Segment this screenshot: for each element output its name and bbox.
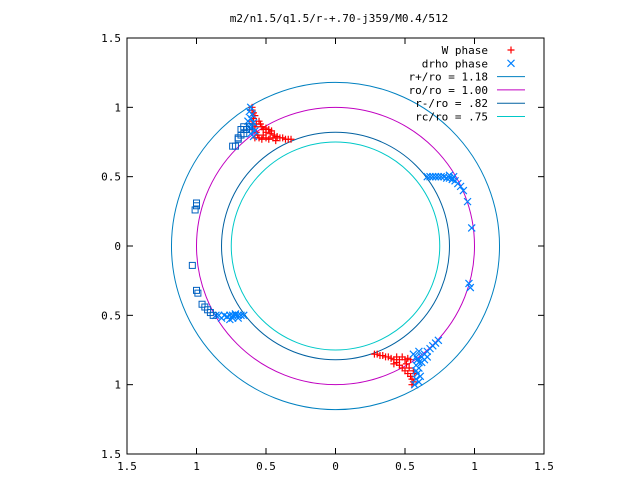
circle-0: [170, 81, 501, 411]
data-point: [410, 380, 419, 389]
data-point: [465, 279, 473, 288]
data-point: [466, 283, 475, 292]
circle-1: [196, 106, 475, 386]
legend-label: r+/ro = 1.18: [409, 71, 488, 84]
data-point: [266, 130, 274, 138]
chart-title: m2/n1.5/q1.5/r-+.70-j359/M0.4/512: [230, 12, 449, 25]
data-point: [423, 172, 432, 181]
data-point: [272, 137, 280, 145]
x-tick-label: 1: [471, 460, 478, 473]
legend-label: rc/ro = .75: [415, 111, 488, 124]
legend-swatch: [507, 46, 515, 54]
data-point: [265, 135, 273, 143]
data-point: [463, 197, 472, 206]
data-point: [445, 171, 454, 180]
data-point: [414, 377, 423, 386]
data-point: [428, 172, 437, 181]
y-axis-ticks: 1.5 1 0.5 0 0.5 1 1.5: [101, 32, 544, 461]
y-tick-label: 1: [114, 101, 121, 114]
data-point: [248, 110, 257, 119]
y-tick-label: 1: [114, 379, 121, 392]
data-point: [390, 360, 398, 368]
data-point: [459, 186, 468, 195]
series-2: [188, 123, 253, 319]
legend-label: drho phase: [422, 57, 488, 70]
series-1: [212, 103, 476, 389]
x-tick-label: 1.5: [117, 460, 137, 473]
data-points: [188, 103, 476, 389]
data-point: [231, 310, 240, 318]
data-point: [423, 353, 432, 361]
data-point: [194, 289, 202, 297]
reference-circles: [170, 81, 501, 411]
x-tick-label: 0: [332, 460, 339, 473]
data-point: [229, 142, 237, 150]
data-point: [405, 364, 413, 372]
y-tick-label: 0.5: [101, 309, 121, 322]
y-tick-label: 1.5: [101, 448, 121, 461]
data-point: [234, 314, 243, 323]
data-point: [249, 132, 258, 141]
data-point: [467, 224, 476, 232]
x-tick-label: 0.5: [256, 460, 276, 473]
data-point: [239, 311, 248, 320]
data-point: [209, 311, 217, 319]
x-tick-label: 1: [193, 460, 200, 473]
circle-2: [221, 131, 450, 361]
legend-label: W phase: [442, 44, 488, 57]
data-point: [414, 347, 423, 356]
y-tick-label: 1.5: [101, 32, 121, 45]
data-point: [245, 123, 253, 131]
data-point: [449, 172, 458, 181]
data-point: [193, 202, 200, 210]
data-point: [456, 182, 465, 191]
data-point: [434, 336, 443, 345]
series-0: [248, 103, 419, 389]
x-tick-label: 1.5: [534, 460, 554, 473]
x-axis-ticks: 1.5 1 0.5 0 0.5 1 1.5: [117, 38, 554, 473]
y-tick-label: 0.5: [101, 171, 121, 184]
data-point: [188, 261, 196, 269]
data-point: [191, 206, 199, 214]
legend-label: r-/ro = .82: [415, 97, 488, 110]
data-point: [237, 126, 245, 134]
data-point: [258, 135, 266, 143]
data-point: [402, 360, 410, 368]
y-tick-label: 0: [114, 240, 121, 253]
legend-label: ro/ro = 1.00: [409, 84, 488, 97]
data-point: [426, 172, 434, 181]
circle-3: [230, 141, 441, 351]
x-tick-label: 0.5: [395, 460, 415, 473]
legend-swatch: [507, 59, 515, 68]
data-point: [431, 172, 440, 181]
data-point: [434, 172, 443, 181]
data-point: [246, 103, 255, 112]
data-point: [287, 135, 295, 143]
